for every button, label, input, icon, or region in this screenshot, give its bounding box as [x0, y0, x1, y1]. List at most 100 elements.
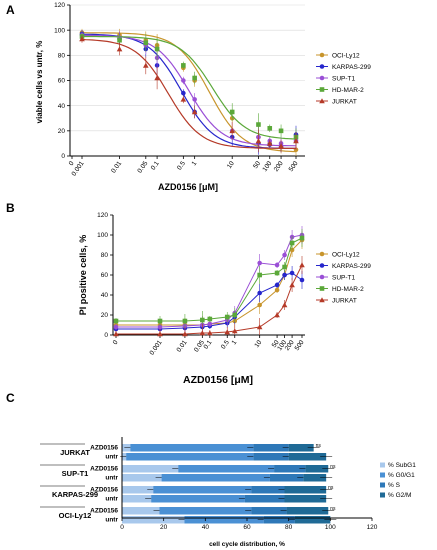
line-jurkat	[116, 264, 303, 335]
data-point	[207, 316, 213, 322]
data-point	[181, 90, 186, 96]
legend-label-hd-mar-2: HD-MAR-2	[332, 87, 364, 94]
legend-label: % G2/M	[388, 492, 411, 499]
data-point	[289, 270, 295, 276]
legend-label: % S	[388, 482, 401, 489]
b-x-tick-label: 10	[253, 339, 263, 349]
row-label: untr	[105, 454, 118, 461]
data-point	[182, 318, 188, 324]
data-point	[289, 240, 295, 246]
data-point	[267, 126, 273, 131]
b-x-tick-label: 1	[231, 339, 239, 346]
curve-jurkat	[81, 38, 296, 149]
legend-label-karpas-299: KARPAS-299	[332, 263, 371, 270]
a-x-tick-label: 0.01	[110, 160, 123, 175]
legend-marker-jurkat	[319, 297, 325, 303]
row-label: AZD0156	[90, 445, 118, 452]
bar-segment	[274, 465, 306, 473]
ns-annotation: ns	[330, 506, 336, 512]
legend-label-oci-ly12: OCI-Ly12	[332, 251, 360, 258]
series-hd-mar-2	[79, 32, 299, 146]
c-x-tick-label: 40	[202, 524, 210, 531]
legend-label: % SubG1	[388, 462, 416, 469]
bar-segment	[122, 516, 185, 524]
curve-hd-mar-2	[82, 35, 297, 140]
row-label: AZD0156	[90, 466, 118, 473]
a-x-tick-label: 0.05	[136, 160, 149, 175]
data-point	[143, 40, 149, 46]
legend-swatch	[380, 482, 385, 488]
data-point	[274, 282, 280, 288]
data-point	[116, 46, 123, 52]
panel-b-x-axis-title: AZD0156 [μM]	[183, 374, 253, 386]
data-point	[192, 75, 197, 81]
data-point	[224, 314, 230, 320]
b-x-tick-label: 200	[284, 339, 296, 352]
data-point	[255, 138, 262, 144]
a-y-tick-label: 80	[58, 53, 66, 60]
panel-label-c: C	[6, 391, 15, 405]
a-x-tick-label: 50	[252, 160, 262, 170]
b-x-tick-label: 0.5	[220, 339, 231, 351]
legend-label-sup-t1: SUP-T1	[332, 75, 356, 82]
data-point	[274, 270, 280, 276]
bar-segment	[284, 495, 327, 503]
legend-marker-jurkat	[319, 98, 325, 104]
line-hd-mar-2	[116, 237, 303, 322]
bar-segment	[284, 486, 327, 494]
bar-segment	[184, 516, 264, 524]
bar-segment	[159, 507, 252, 515]
legend-marker-sup-t1	[319, 274, 325, 280]
data-point	[79, 36, 85, 42]
legend-label-jurkat: JURKAT	[332, 98, 357, 105]
line-sup-t1	[116, 234, 303, 328]
curve-oci-ly12	[82, 32, 297, 153]
legend-label-sup-t1: SUP-T1	[332, 274, 356, 281]
b-y-tick-label: 80	[101, 252, 109, 259]
bar-segment	[263, 516, 295, 524]
legend-marker-karpas-299	[319, 263, 325, 268]
data-point	[157, 318, 163, 324]
a-x-tick-label: 500	[288, 160, 300, 173]
data-point	[282, 252, 287, 258]
data-point	[229, 128, 236, 134]
series-hd-mar-2	[113, 229, 305, 329]
curve-sup-t1	[82, 34, 297, 147]
data-point	[117, 37, 122, 43]
panel-label-b: B	[6, 201, 15, 215]
legend-marker-karpas-299	[319, 64, 325, 69]
b-y-tick-label: 40	[101, 292, 109, 299]
legend-label-oci-ly12: OCI-Ly12	[332, 52, 360, 59]
data-point	[232, 312, 238, 318]
data-point	[191, 109, 198, 115]
row-label: untr	[105, 517, 118, 524]
bar-segment	[126, 453, 254, 461]
legend-marker-oci-ly12	[319, 52, 325, 58]
b-y-tick-label: 0	[104, 332, 108, 339]
data-point	[281, 302, 288, 308]
bar-segment	[122, 507, 160, 515]
data-point	[289, 282, 295, 288]
data-point	[181, 78, 186, 83]
group-label-karpas-299: KARPAS-299	[52, 490, 98, 499]
legend-marker-hd-mar-2	[319, 87, 325, 92]
line-oci-ly12	[116, 239, 303, 326]
data-point	[207, 330, 213, 336]
bar-segment	[288, 453, 327, 461]
b-x-tick-label: 500	[294, 339, 306, 352]
data-point	[182, 331, 188, 337]
data-point	[299, 277, 305, 283]
data-point	[199, 330, 206, 336]
legend-label-hd-mar-2: HD-MAR-2	[332, 286, 364, 293]
bar-segment	[294, 516, 331, 524]
data-point	[229, 109, 235, 115]
legend-swatch	[380, 472, 385, 478]
data-point	[266, 140, 273, 146]
bar-segment	[151, 495, 245, 503]
a-x-tick-label: 1	[190, 160, 198, 167]
data-point	[142, 62, 149, 68]
a-y-tick-label: 60	[58, 78, 66, 85]
series-jurkat	[113, 256, 305, 337]
data-point	[293, 138, 299, 144]
